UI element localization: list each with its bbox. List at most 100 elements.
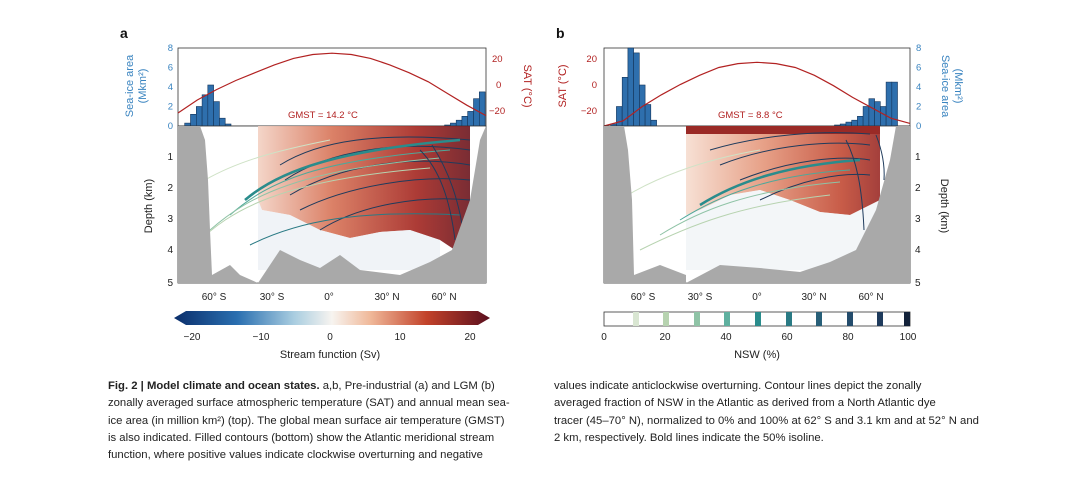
seaice-bar <box>455 119 463 127</box>
tick: 0 <box>592 80 597 91</box>
seaice-bar <box>862 106 870 127</box>
seaice-bar <box>633 52 640 127</box>
axis-label-line2: (Mkm²) <box>137 69 149 104</box>
caption-line: 2 km, respectively. Bold lines indicate … <box>554 431 824 444</box>
seaice-bar <box>845 121 852 127</box>
caption-text: a,b, Pre-industrial (a) and LGM (b) <box>319 380 495 392</box>
axis-label: Depth (km) <box>143 179 155 233</box>
caption-line: averaged fraction of NSW in the Atlantic… <box>554 397 936 410</box>
tick: 60° S <box>202 292 227 303</box>
tick: 4 <box>168 82 173 93</box>
tick: 40 <box>720 332 732 343</box>
tick: 8 <box>168 43 173 54</box>
seaice-bar <box>478 91 486 127</box>
tick: 0° <box>752 292 762 303</box>
tick: 1 <box>915 152 921 163</box>
axis-label-line1: Sea-ice area <box>124 54 136 117</box>
nsw-colorbar-label: NSW (%) <box>734 349 780 361</box>
axis-label: SAT (°C) <box>521 64 533 107</box>
panel-a: a 8 6 4 2 0 Sea-ice area (Mkm²) 20 0 −20… <box>120 25 533 361</box>
tick: 20 <box>586 54 597 65</box>
tick: 2 <box>167 183 173 194</box>
tick: 80 <box>842 332 854 343</box>
panel-a-seaice-axis-label: Sea-ice area (Mkm²) <box>124 54 149 117</box>
tick: 4 <box>915 245 921 256</box>
seaice-bar <box>219 117 226 127</box>
tick: 60° N <box>431 292 456 303</box>
panel-b-sat-axis-label: SAT (°C) <box>557 64 569 107</box>
tick: 0° <box>324 292 334 303</box>
panel-a-label: a <box>120 25 128 41</box>
tick: 0 <box>496 80 501 91</box>
panel-a-seaice-ticks: 8 6 4 2 0 <box>168 43 173 132</box>
tick: 2 <box>168 102 173 113</box>
seaice-bar <box>473 98 480 127</box>
caption-line: Fig. 2 | Model climate and ocean states.… <box>108 378 526 395</box>
tick: 0 <box>168 121 173 132</box>
caption-line: is also indicated. Filled contours (bott… <box>108 431 495 444</box>
tick: 0 <box>916 121 921 132</box>
seaice-bar <box>616 106 623 127</box>
tick: 30° N <box>801 292 826 303</box>
nsw-colorbar-bands <box>633 312 910 326</box>
seaice-bar <box>851 119 858 127</box>
tick: 3 <box>915 214 921 225</box>
panel-b-sat-ticks: 20 0 −20 <box>581 54 597 117</box>
seaice-bar <box>874 101 881 127</box>
tick: −20 <box>489 106 505 117</box>
panel-b-seaice-ticks: 8 6 4 2 0 <box>916 43 921 132</box>
tick: 1 <box>167 152 173 163</box>
panel-b-gmst: GMST = 8.8 °C <box>718 110 783 121</box>
caption-left: Fig. 2 | Model climate and ocean states.… <box>108 378 526 464</box>
axis-label: Depth (km) <box>938 179 950 233</box>
tick: 5 <box>915 278 921 289</box>
axis-label-line2: (Mkm²) <box>952 69 964 104</box>
tick: 5 <box>167 278 173 289</box>
tick: 60° S <box>631 292 656 303</box>
panel-b: b 20 0 −20 SAT (°C) 8 6 4 2 0 Sea-ice ar… <box>556 25 964 361</box>
caption-line: tracer (45–70° N), normalized to 0% and … <box>554 414 979 427</box>
tick: 30° S <box>260 292 285 303</box>
tick: 20 <box>464 332 476 343</box>
seaice-bar <box>467 111 474 127</box>
stream-colorbar-ticks: −20 −10 0 10 20 <box>184 332 476 343</box>
tick: −20 <box>581 106 597 117</box>
panel-a-sat-line <box>177 52 487 117</box>
tick: 100 <box>900 332 917 343</box>
seaice-bar <box>644 104 652 127</box>
panel-a-gmst: GMST = 14.2 °C <box>288 110 358 121</box>
axis-label: SAT (°C) <box>557 64 569 107</box>
caption-line: function, where positive values indicate… <box>108 449 483 462</box>
panel-a-ocean-section: 1 2 3 4 5 Depth (km) 60° S 30° S 0° 30° … <box>143 125 487 303</box>
tick: 2 <box>916 102 921 113</box>
tick: 10 <box>394 332 406 343</box>
seaice-bar <box>450 122 457 127</box>
tick: −10 <box>253 332 270 343</box>
panel-b-depth-ticks: 1 2 3 4 5 <box>915 152 921 289</box>
seaice-bar <box>213 101 220 127</box>
panel-a-depth-axis-label: Depth (km) <box>143 179 155 233</box>
seaice-bar <box>190 114 197 127</box>
panel-b-depth-axis-label: Depth (km) <box>938 179 950 233</box>
tick: 30° S <box>688 292 713 303</box>
tick: −20 <box>184 332 201 343</box>
tick: 60° N <box>858 292 883 303</box>
seaice-bar <box>857 116 864 127</box>
tick: 6 <box>168 63 173 74</box>
tick: 0 <box>327 332 333 343</box>
panel-b-label: b <box>556 25 565 41</box>
tick: 3 <box>167 214 173 225</box>
caption-line: ice area (in million km²) (top). The glo… <box>108 414 505 427</box>
tick: 60 <box>781 332 793 343</box>
caption-line: zonally averaged surface atmospheric tem… <box>108 397 510 410</box>
panel-b-seaice-axis-label: Sea-ice area (Mkm²) <box>939 55 964 118</box>
seaice-bar <box>885 81 893 127</box>
seaice-bar <box>880 106 887 127</box>
nsw-colorbar-ticks: 0 20 40 60 80 100 <box>601 332 917 343</box>
tick: 2 <box>915 183 921 194</box>
figure-canvas: a 8 6 4 2 0 Sea-ice area (Mkm²) 20 0 −20… <box>120 25 964 361</box>
seaice-bar <box>461 116 468 127</box>
seaice-bar <box>184 122 191 127</box>
tick: 0 <box>601 332 607 343</box>
seaice-bar <box>650 119 657 127</box>
